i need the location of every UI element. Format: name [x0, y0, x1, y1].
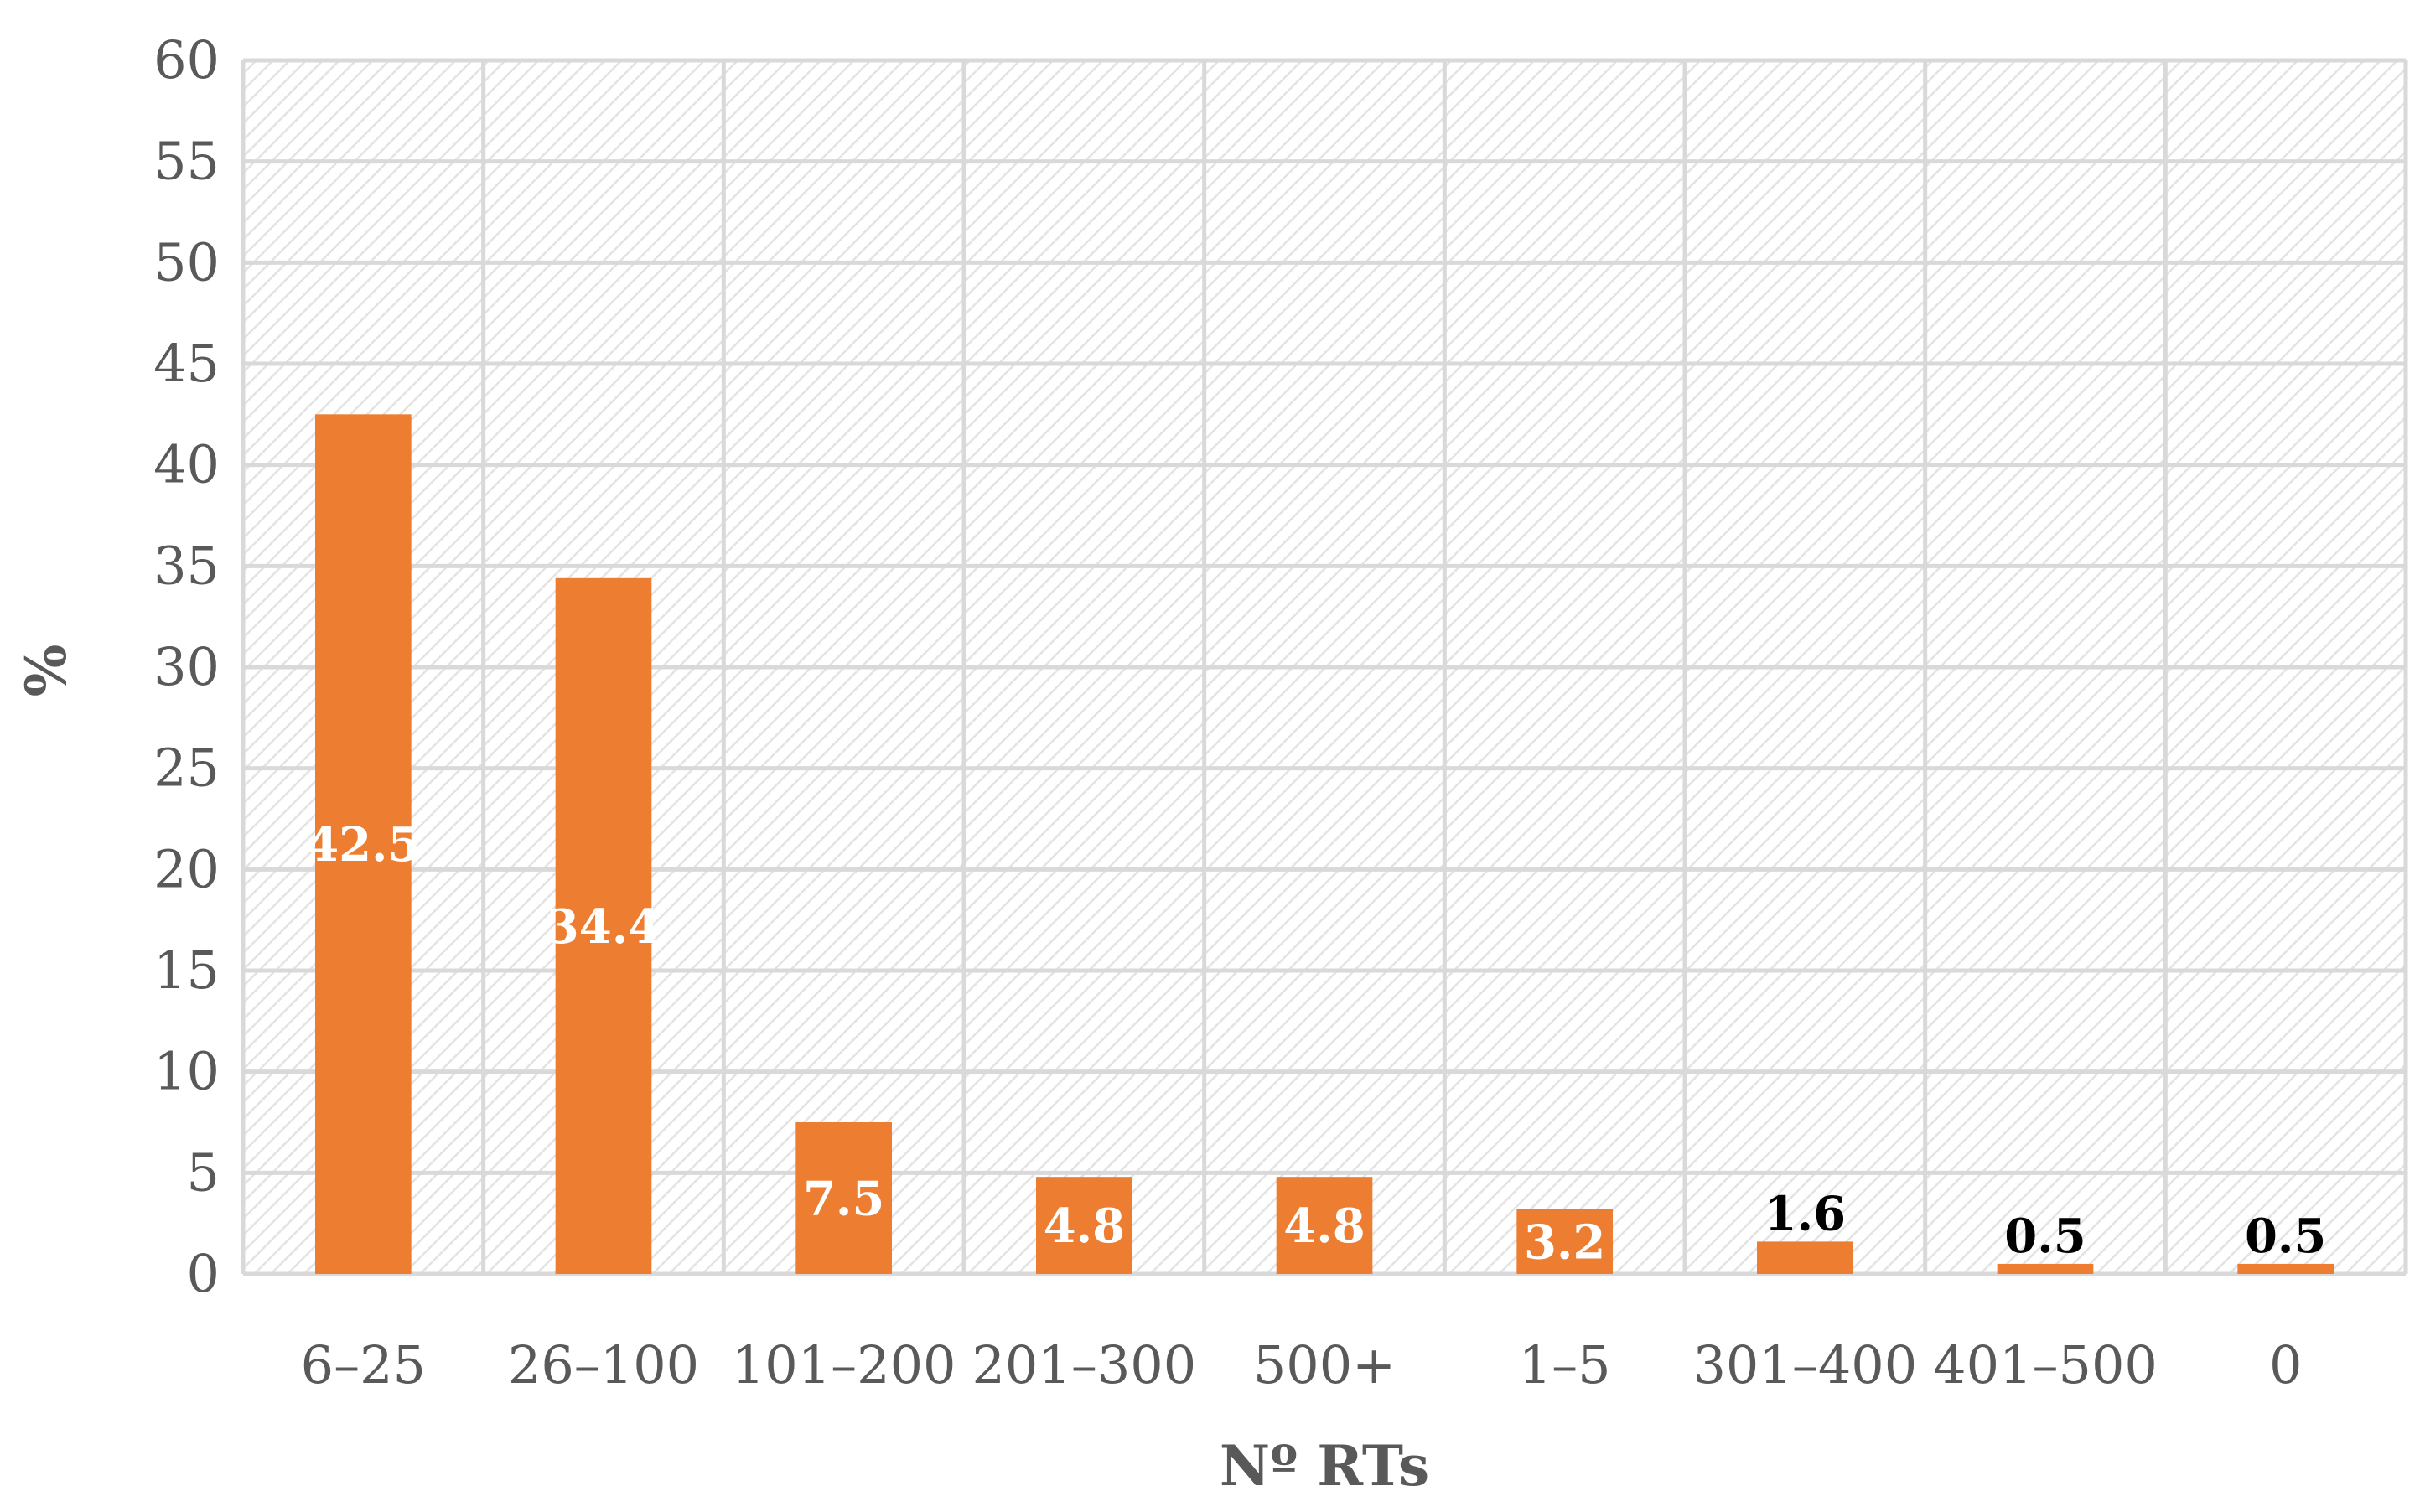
data-label: 4.8 [1044, 1199, 1125, 1254]
bar-0 [2237, 1263, 2334, 1274]
x-tick-label: 6–25 [301, 1334, 426, 1395]
bars [315, 414, 2334, 1274]
x-tick-label: 500+ [1253, 1334, 1396, 1395]
bar-1–5 [1516, 1209, 1613, 1274]
y-tick-label: 15 [153, 940, 220, 1001]
data-label: 1.6 [1764, 1186, 1846, 1241]
data-label: 7.5 [803, 1172, 884, 1227]
x-tick-label: 1–5 [1519, 1334, 1611, 1395]
y-tick-label: 60 [153, 29, 220, 91]
data-label: 34.4 [547, 899, 661, 955]
y-tick-label: 10 [153, 1041, 220, 1102]
bar-101–200 [795, 1122, 892, 1274]
data-label: 42.5 [306, 817, 420, 873]
bar-26–100 [555, 577, 652, 1274]
bar-6–25 [315, 414, 412, 1274]
y-tick-label: 25 [153, 738, 220, 799]
y-tick-label: 45 [153, 333, 220, 394]
bar-301–400 [1757, 1241, 1853, 1274]
y-tick-label: 50 [153, 231, 220, 293]
y-axis-title: % [13, 645, 79, 697]
x-axis-title: Nº RTs [1220, 1433, 1429, 1499]
x-tick-label: 26–100 [508, 1334, 699, 1395]
data-label: 0.5 [2004, 1209, 2086, 1264]
y-tick-label: 0 [187, 1243, 220, 1304]
y-tick-label: 35 [153, 535, 220, 596]
y-axis-tick-labels: 0 5 10 15 20 25 30 35 40 45 50 55 60 [153, 29, 220, 1304]
x-tick-label: 201–300 [972, 1334, 1196, 1395]
y-tick-label: 5 [187, 1142, 220, 1203]
y-tick-label: 55 [153, 131, 220, 192]
bar-500+ [1276, 1177, 1373, 1274]
data-label: 3.2 [1524, 1214, 1605, 1270]
y-tick-label: 40 [153, 434, 220, 495]
data-label: 4.8 [1283, 1199, 1365, 1254]
x-tick-label: 101–200 [732, 1334, 956, 1395]
bar-401–500 [1997, 1263, 2094, 1274]
x-tick-label: 401–500 [1933, 1334, 2158, 1395]
x-tick-label: 0 [2269, 1334, 2302, 1395]
x-axis-tick-labels: 6–25 26–100 101–200 201–300 500+ 1–5 301–400 40… [301, 1334, 2303, 1395]
data-label: 0.5 [2245, 1209, 2326, 1264]
y-tick-label: 20 [153, 838, 220, 899]
bar-201–300 [1036, 1177, 1132, 1274]
data-labels: 42.5 34.4 7.5 4.8 4.8 3.2 1.6 0.5 0.5 [306, 817, 2326, 1270]
y-tick-label: 30 [153, 636, 220, 697]
x-tick-label: 301–400 [1692, 1334, 1917, 1395]
